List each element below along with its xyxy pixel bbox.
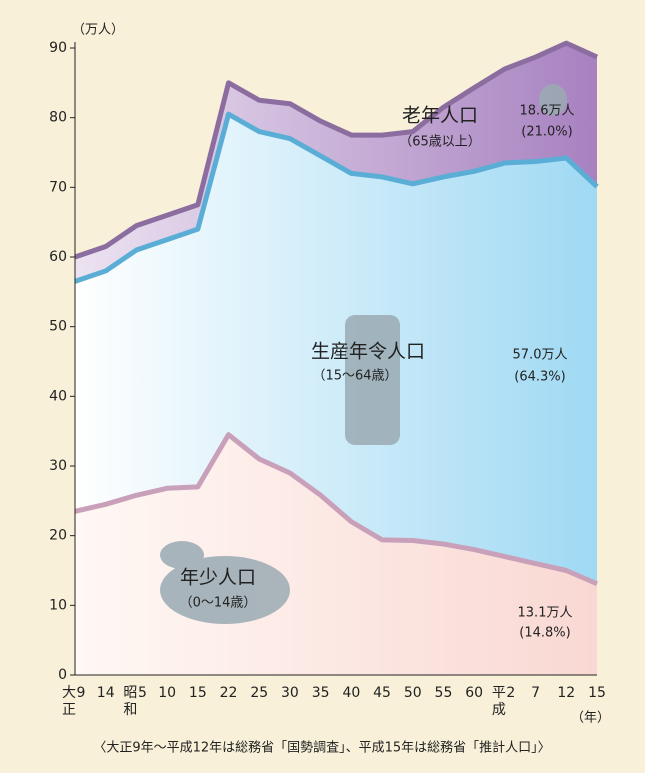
- y-tick-label: 30: [49, 458, 67, 474]
- areas: [74, 40, 599, 675]
- source: 〈大正9年〜平成12年は総務省「国勢調査」、平成15年は総務省「推計人口」〉: [93, 740, 550, 756]
- y-tick-label: 0: [58, 667, 67, 683]
- y-tick-label: 40: [49, 388, 67, 404]
- end-label: 18.6万人: [520, 104, 575, 119]
- series-label: 老年人口: [402, 105, 478, 127]
- figure: [539, 84, 567, 116]
- x-tick-label: 35: [312, 685, 330, 701]
- share-label: (14.8%): [519, 626, 570, 641]
- boundary-line: [74, 111, 599, 284]
- series-range: （15〜64歳）: [312, 369, 397, 384]
- x-tick-label: 7: [531, 685, 540, 701]
- y-tick-label: 60: [49, 249, 67, 265]
- series-label: 生産年令人口: [311, 341, 425, 363]
- x-tick-label: 12: [557, 685, 575, 701]
- y-tick-label: 20: [49, 528, 67, 544]
- figures: [160, 84, 567, 624]
- x-tick-label: 50: [404, 685, 422, 701]
- x-tick-label: 30: [281, 685, 299, 701]
- y-tick-label: 80: [49, 110, 67, 126]
- y-tick-label: 70: [49, 179, 67, 195]
- x-tick-label: 14: [97, 685, 115, 701]
- x-tick-label: 昭和5: [123, 685, 146, 718]
- x-tick-label: 60: [465, 685, 483, 701]
- x-tick-label: 15: [588, 685, 606, 701]
- x-tick-label: 25: [250, 685, 268, 701]
- x-tick-label: 45: [373, 685, 391, 701]
- figure: [345, 315, 400, 445]
- end-label: 13.1万人: [518, 606, 573, 621]
- figure: [160, 556, 290, 624]
- x-tick-label: 大正9: [62, 685, 85, 718]
- x-tick-label: 平成2: [492, 685, 515, 718]
- x-tick-label: 55: [435, 685, 453, 701]
- y-unit: （万人）: [72, 23, 124, 38]
- x-tick-label: 15: [189, 685, 207, 701]
- y-tick-label: 10: [49, 597, 67, 613]
- series-label: 年少人口: [180, 567, 256, 589]
- share-label: (64.3%): [514, 370, 565, 385]
- share-label: (21.0%): [521, 125, 572, 140]
- boundary-line: [74, 40, 599, 260]
- x-unit: （年）: [571, 711, 610, 726]
- x-tick-label: 22: [220, 685, 238, 701]
- series-range: （65歳以上）: [399, 135, 481, 150]
- y-tick-label: 90: [49, 40, 67, 56]
- boundary-line: [74, 432, 598, 587]
- y-tick-label: 50: [49, 319, 67, 335]
- series-range: （0〜14歳）: [180, 596, 257, 611]
- area: [75, 114, 597, 584]
- x-tick-label: 40: [342, 685, 360, 701]
- figure: [160, 541, 204, 569]
- end-label: 57.0万人: [513, 348, 568, 363]
- x-tick-label: 10: [158, 685, 176, 701]
